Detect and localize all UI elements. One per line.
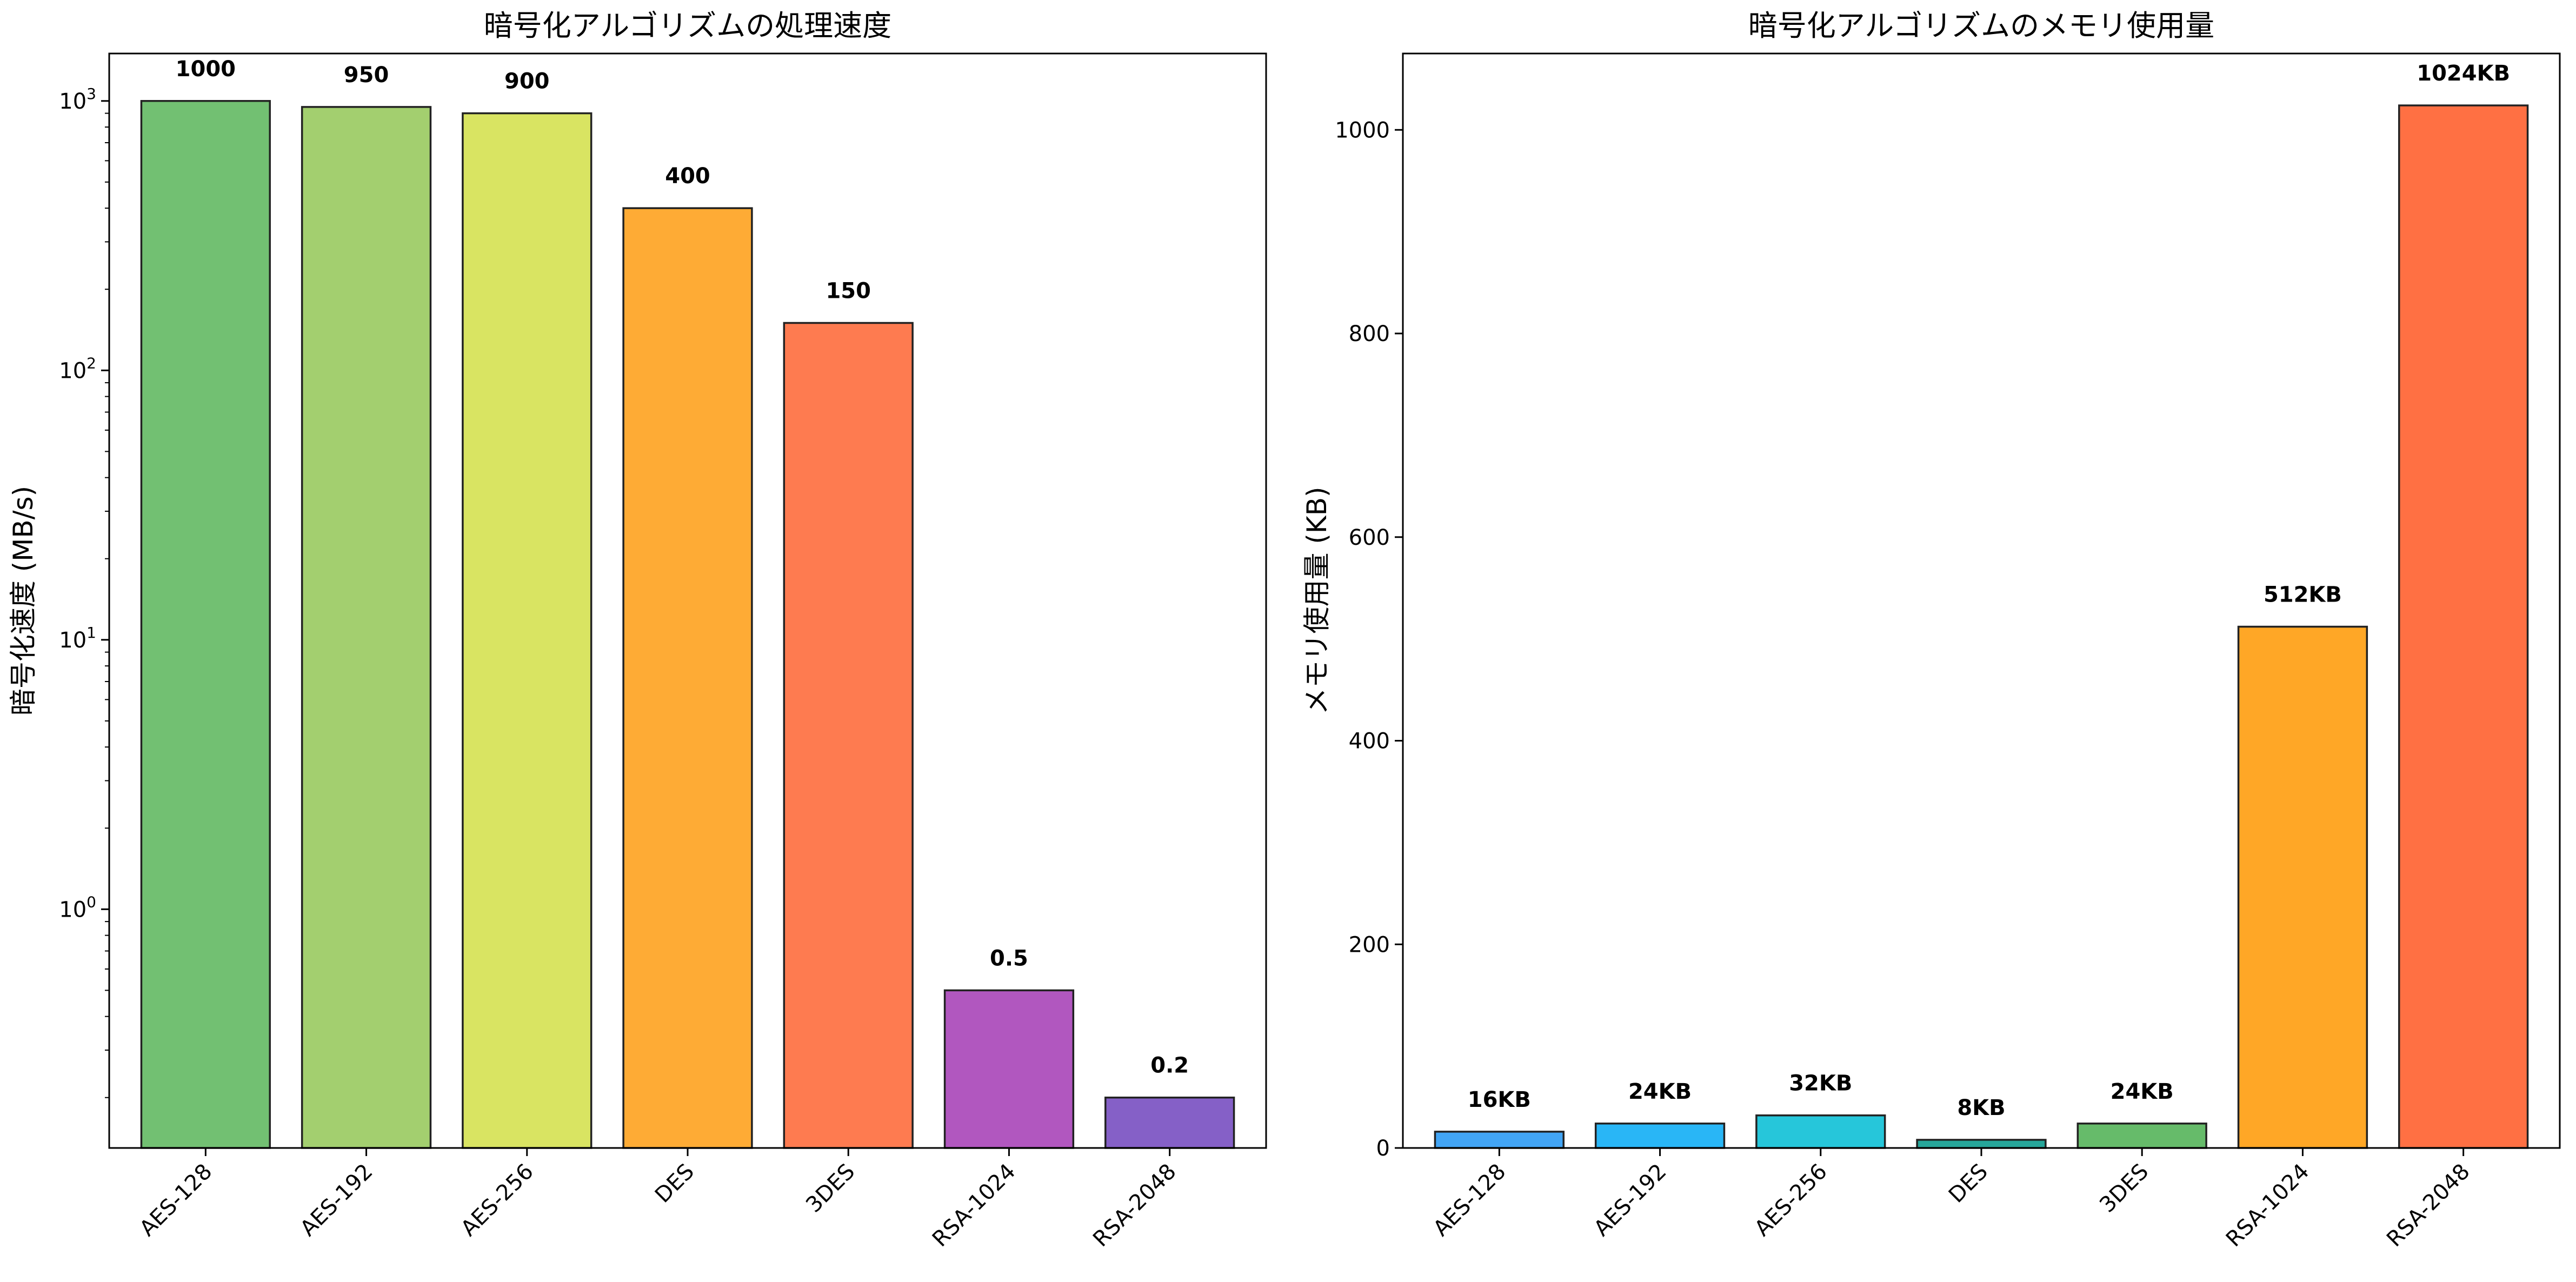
x-tick-label-aes-256: AES-256 xyxy=(1750,1159,1832,1241)
data-label: 512KB xyxy=(2264,583,2342,607)
data-label: 900 xyxy=(504,69,550,94)
data-label: 16KB xyxy=(1468,1087,1531,1112)
x-tick-label-rsa-2048: RSA-2048 xyxy=(2382,1159,2475,1252)
data-label: 0.5 xyxy=(990,946,1028,971)
x-tick-label-des: DES xyxy=(1944,1159,1993,1208)
y-tick-label: 800 xyxy=(1349,322,1390,346)
x-tick-label-3des: 3DES xyxy=(2095,1159,2153,1218)
chart-memory-usage: 0 200 400 600 800 1000 AES-128 AES-192 AES-256 DE… xyxy=(1301,9,2561,1252)
x-tick-label-des: DES xyxy=(650,1159,699,1208)
y-tick-label: 103 xyxy=(59,85,96,114)
x-tick-label-aes-128: AES-128 xyxy=(135,1159,217,1241)
x-tick-label-aes-128: AES-128 xyxy=(1429,1159,1511,1241)
x-tick-label-3des: 3DES xyxy=(801,1159,860,1218)
bar-des xyxy=(622,207,753,1149)
y-axis-label: 暗号化速度 (MB/s) xyxy=(8,486,39,716)
bar-3des xyxy=(2076,1123,2207,1149)
x-tick-label-rsa-1024: RSA-1024 xyxy=(928,1159,1021,1252)
bar-3des xyxy=(783,322,914,1149)
chart-title: 暗号化アルゴリズムのメモリ使用量 xyxy=(1748,9,2214,43)
bar-aes-256 xyxy=(462,112,593,1149)
bar-rsa-1024 xyxy=(2237,625,2368,1149)
data-label: 24KB xyxy=(1628,1079,1692,1104)
data-label: 1000 xyxy=(176,57,236,82)
y-tick-label: 600 xyxy=(1349,525,1390,550)
x-tick-label-rsa-1024: RSA-1024 xyxy=(2221,1159,2314,1252)
data-label: 400 xyxy=(665,164,710,189)
chart-encryption-speed: 100 101 102 103 AES-128 AES-192 AES-256 DES 3DES… xyxy=(8,9,1267,1252)
y-axis-label: メモリ使用量 (KB) xyxy=(1301,487,1333,715)
data-label: 950 xyxy=(344,63,389,88)
data-label: 0.2 xyxy=(1150,1053,1189,1078)
data-label: 150 xyxy=(826,279,871,304)
bar-des xyxy=(1916,1139,2047,1149)
bar-aes-192 xyxy=(1594,1123,1726,1149)
bar-aes-256 xyxy=(1755,1114,1886,1149)
bar-aes-128 xyxy=(140,100,271,1149)
x-tick-label-rsa-2048: RSA-2048 xyxy=(1088,1159,1181,1252)
bar-rsa-2048 xyxy=(2398,104,2529,1149)
x-tick-label-aes-256: AES-256 xyxy=(456,1159,538,1241)
y-tick-label: 1000 xyxy=(1335,118,1390,143)
chart-title: 暗号化アルゴリズムの処理速度 xyxy=(484,9,891,43)
bar-aes-192 xyxy=(301,106,432,1149)
data-label: 8KB xyxy=(1957,1096,2005,1120)
y-tick-label: 400 xyxy=(1349,729,1390,754)
bar-rsa-1024 xyxy=(943,989,1075,1149)
bar-rsa-2048 xyxy=(1104,1096,1235,1149)
plot-frame xyxy=(1402,52,2561,1149)
y-tick-label: 200 xyxy=(1349,932,1390,957)
bar-aes-128 xyxy=(1434,1131,1565,1149)
data-label: 1024KB xyxy=(2417,61,2510,86)
y-tick-label: 0 xyxy=(1376,1136,1390,1161)
y-tick-label: 101 xyxy=(59,624,96,653)
y-tick-label: 100 xyxy=(59,893,96,922)
x-tick-label-aes-192: AES-192 xyxy=(1589,1159,1672,1241)
data-label: 32KB xyxy=(1789,1071,1852,1096)
y-tick-label: 102 xyxy=(59,354,96,383)
data-label: 24KB xyxy=(2111,1079,2174,1104)
x-tick-label-aes-192: AES-192 xyxy=(296,1159,378,1241)
